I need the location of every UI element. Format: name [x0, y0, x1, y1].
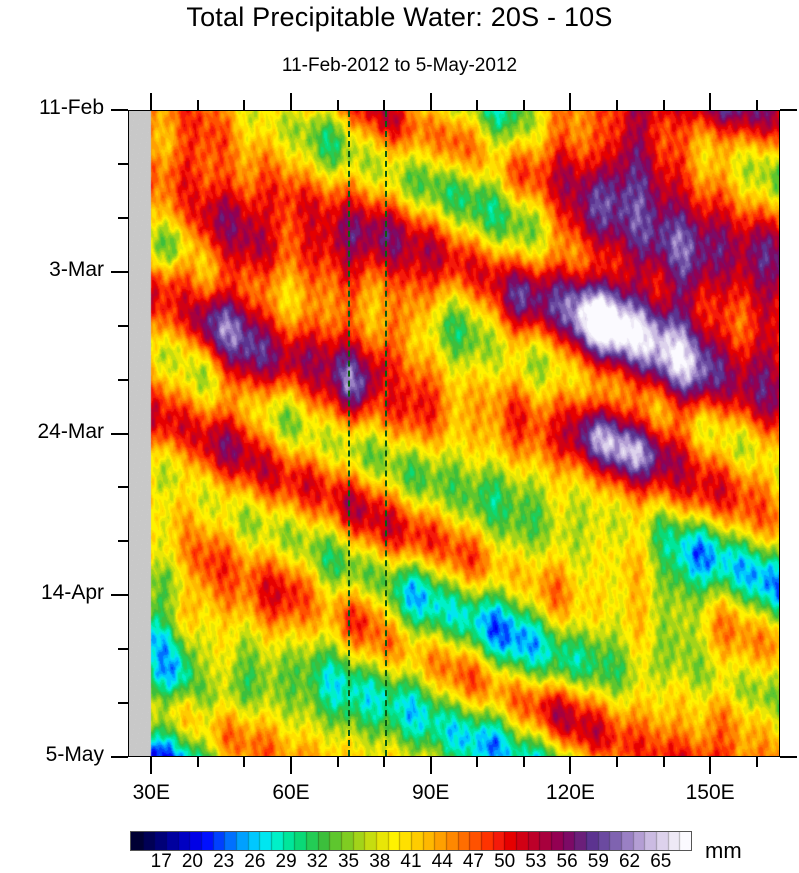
colorbar-label-4: 29 — [275, 851, 297, 872]
y-axis-label-2: 24-Mar — [37, 419, 104, 443]
precipitable-water-field — [129, 111, 779, 756]
y-axis-label-3: 14-Apr — [40, 581, 104, 605]
y-minor-tick — [118, 216, 128, 219]
x-minor-tick-top — [616, 100, 618, 110]
x-minor-tick-top — [662, 100, 665, 110]
dashed-line-2 — [385, 111, 388, 756]
colorbar-label-5: 32 — [306, 851, 328, 872]
y-minor-tick — [118, 702, 128, 705]
colorbar-label-16: 65 — [650, 851, 672, 872]
colorbar-label-11: 50 — [494, 851, 516, 872]
colorbar-gradient — [131, 832, 691, 850]
x-minor-tick — [336, 757, 339, 767]
x-major-tick-0 — [150, 757, 153, 774]
colorbar-label-7: 38 — [369, 851, 391, 872]
x-axis-label-2: 90E — [412, 781, 450, 804]
x-major-tick-2 — [429, 757, 432, 774]
y-major-tick-2 — [111, 432, 128, 435]
y-minor-tick — [118, 324, 128, 327]
x-minor-tick-top — [755, 100, 758, 110]
colorbar-label-3: 26 — [244, 851, 266, 872]
axis-corner-top — [111, 109, 128, 111]
axis-corner-bottom-right — [780, 756, 797, 758]
x-major-tick-1 — [290, 757, 292, 774]
x-minor-tick — [243, 757, 246, 767]
colorbar — [130, 831, 692, 851]
x-minor-tick-top — [336, 100, 339, 110]
colorbar-tick-labels: 17 20 23 26 29 32 35 38 41 44 47 50 53 56 59 62 65 — [0, 851, 799, 873]
x-minor-tick — [476, 757, 479, 767]
x-minor-tick — [616, 757, 618, 767]
x-major-tick-3 — [569, 757, 572, 774]
x-axis-label-0: 30E — [132, 781, 170, 804]
colorbar-label-8: 41 — [400, 851, 422, 872]
x-major-tick-top-0 — [150, 93, 153, 110]
x-major-tick-4 — [709, 757, 712, 774]
x-minor-tick-top — [476, 100, 479, 110]
x-minor-tick — [196, 757, 199, 767]
axis-corner-top-right — [780, 109, 797, 111]
y-minor-tick — [118, 378, 128, 381]
x-minor-tick-top — [522, 100, 525, 110]
x-major-tick-top-4 — [709, 93, 712, 110]
colorbar-label-1: 20 — [181, 851, 203, 872]
y-minor-tick — [118, 162, 128, 165]
y-minor-tick — [118, 648, 128, 651]
colorbar-label-10: 47 — [462, 851, 484, 872]
colorbar-label-2: 23 — [213, 851, 235, 872]
x-minor-tick — [522, 757, 525, 767]
x-minor-tick-top — [383, 100, 386, 110]
colorbar-label-13: 56 — [556, 851, 578, 872]
x-axis-label-3: 120E — [545, 781, 595, 804]
x-minor-tick — [383, 757, 386, 767]
colorbar-unit-label: mm — [705, 838, 742, 863]
y-minor-tick — [118, 486, 128, 489]
colorbar-label-6: 35 — [337, 851, 360, 872]
y-axis-label-4: 5-May — [45, 743, 104, 766]
colorbar-label-14: 59 — [587, 851, 609, 872]
colorbar-label-15: 62 — [618, 851, 641, 872]
dashed-line-1 — [347, 111, 350, 756]
chart-title: Total Precipitable Water: 20S - 10S — [186, 2, 613, 32]
x-axis-label-4: 150E — [685, 781, 735, 804]
chart-subtitle: 11-Feb-2012 to 5-May-2012 — [281, 55, 518, 76]
colorbar-label-9: 44 — [431, 851, 453, 872]
y-axis-label-0: 11-Feb — [39, 96, 104, 119]
x-major-tick-top-3 — [569, 93, 572, 110]
y-major-tick-1 — [111, 270, 128, 273]
x-axis-label-1: 60E — [272, 781, 310, 804]
y-axis-label-1: 3-Mar — [49, 257, 104, 281]
x-major-tick-top-1 — [290, 93, 292, 110]
x-minor-tick — [755, 757, 758, 767]
y-major-tick-3 — [111, 594, 128, 597]
x-minor-tick — [662, 757, 665, 767]
colorbar-label-0: 17 — [150, 851, 172, 872]
y-minor-tick — [118, 540, 128, 543]
x-minor-tick-top — [196, 100, 199, 110]
hovmoller-plot-area — [128, 110, 780, 757]
x-major-tick-top-2 — [429, 93, 432, 110]
colorbar-label-12: 53 — [525, 851, 547, 872]
x-minor-tick-top — [243, 100, 246, 110]
axis-corner-bottom — [111, 756, 128, 758]
